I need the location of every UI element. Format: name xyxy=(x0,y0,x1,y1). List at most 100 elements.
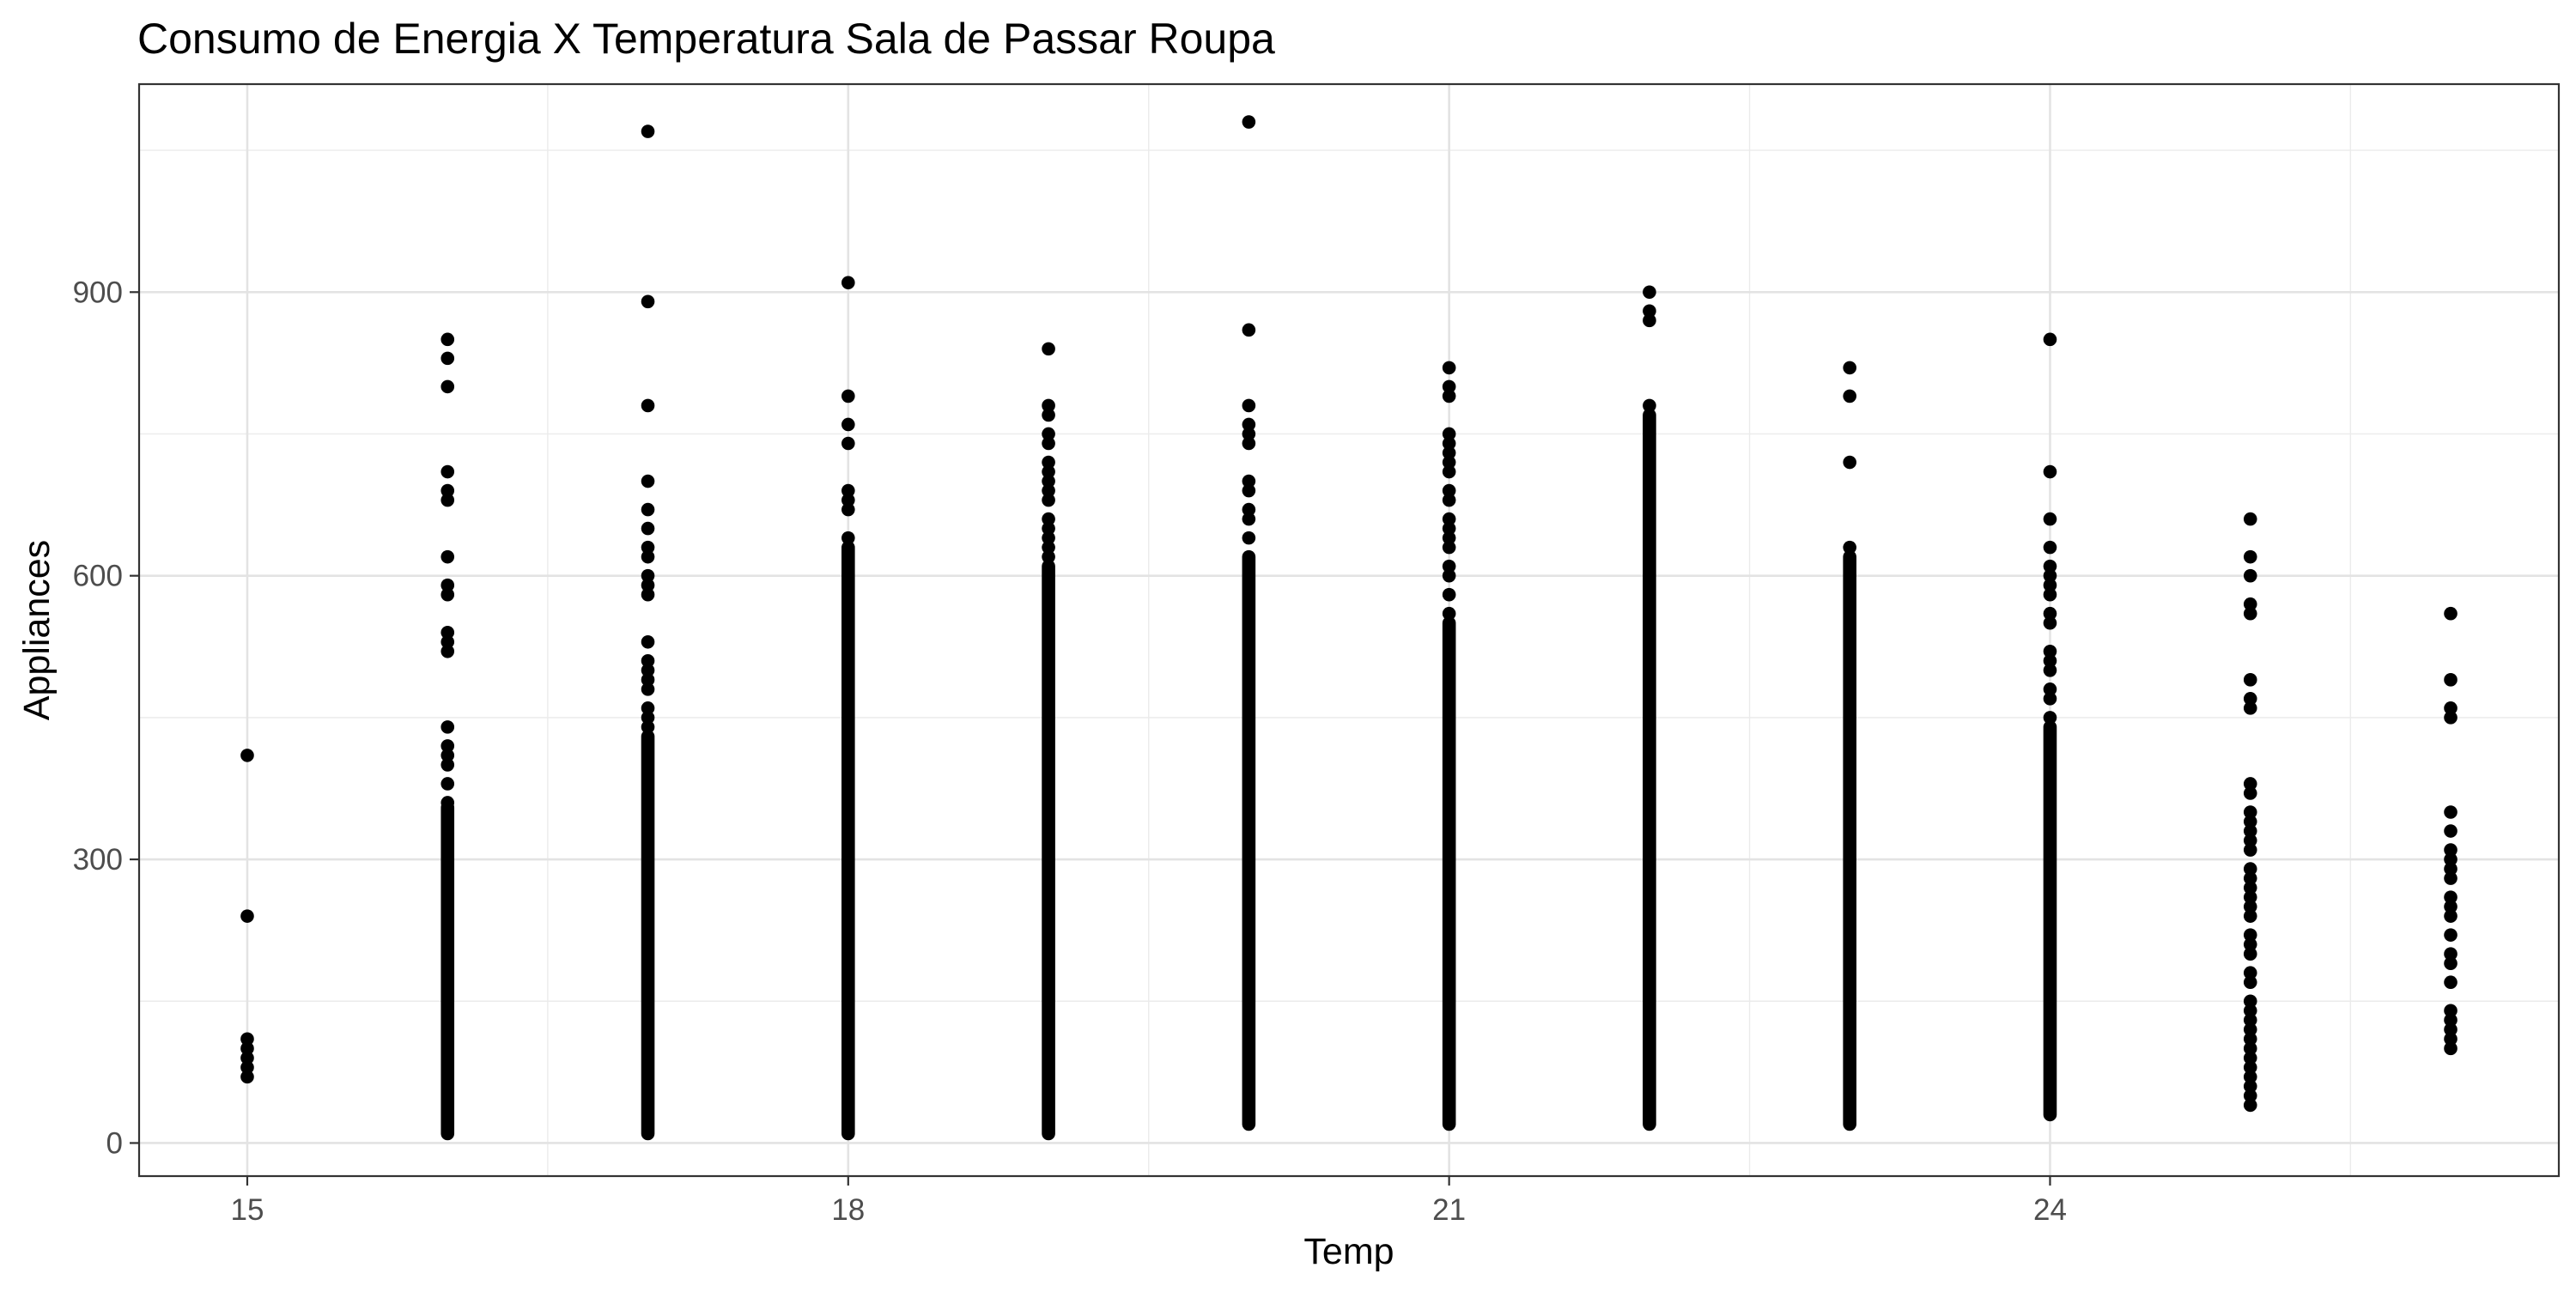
data-point xyxy=(2243,692,2257,706)
data-point xyxy=(2444,1032,2458,1046)
data-point xyxy=(1242,483,1256,498)
data-point xyxy=(440,493,455,507)
x-tick-label: 18 xyxy=(831,1193,865,1227)
data-point xyxy=(440,549,455,564)
data-point xyxy=(2444,711,2458,725)
data-point xyxy=(1242,427,1256,441)
data-point xyxy=(1042,549,1055,564)
data-point xyxy=(641,540,655,555)
data-point xyxy=(2243,512,2257,526)
data-point xyxy=(1442,361,1456,375)
data-point xyxy=(2243,928,2257,942)
y-tick-label: 600 xyxy=(73,560,123,593)
data-point xyxy=(1242,398,1256,413)
x-tick-label: 21 xyxy=(1432,1193,1466,1227)
data-point xyxy=(2043,682,2057,696)
data-point xyxy=(641,673,655,687)
minor-gridlines xyxy=(139,84,2559,1176)
data-point xyxy=(2444,852,2458,866)
data-point xyxy=(440,634,455,649)
data-point xyxy=(2043,711,2057,725)
x-axis-label: Temp xyxy=(1303,1231,1394,1272)
plot-panel xyxy=(139,84,2559,1176)
data-point xyxy=(2444,606,2458,621)
data-point xyxy=(2444,1013,2458,1028)
data-point xyxy=(2243,777,2257,791)
data-point xyxy=(2243,1079,2257,1094)
data-point xyxy=(2243,1032,2257,1046)
data-point xyxy=(641,578,655,592)
data-point xyxy=(2043,559,2057,573)
data-point xyxy=(2243,871,2257,885)
data-point xyxy=(2243,1089,2257,1103)
data-point xyxy=(2444,824,2458,838)
data-point xyxy=(2444,701,2458,715)
x-axis: 15 18 21 24 xyxy=(231,1176,2067,1227)
data-point xyxy=(641,587,655,602)
data-point xyxy=(1643,304,1656,318)
data-point xyxy=(440,578,455,592)
data-point xyxy=(1442,379,1456,394)
data-point xyxy=(2243,673,2257,687)
data-point xyxy=(641,568,655,583)
data-point xyxy=(841,276,855,290)
data-point xyxy=(2444,909,2458,923)
data-point xyxy=(1442,436,1456,451)
data-point xyxy=(2243,890,2257,904)
data-point xyxy=(1442,483,1456,498)
data-point xyxy=(1242,436,1256,451)
data-point xyxy=(641,521,655,536)
data-point xyxy=(2444,947,2458,961)
data-point xyxy=(2243,606,2257,621)
y-tick-label: 900 xyxy=(73,276,123,309)
data-point xyxy=(841,417,855,432)
y-axis-label: Appliances xyxy=(16,540,58,720)
data-point xyxy=(2243,862,2257,876)
data-point xyxy=(2243,1004,2257,1018)
data-point xyxy=(2243,597,2257,611)
data-point xyxy=(1442,455,1456,470)
data-point xyxy=(2243,1098,2257,1113)
data-point xyxy=(2243,994,2257,1009)
data-point xyxy=(1042,512,1055,526)
data-point xyxy=(440,739,455,753)
data-point xyxy=(1242,474,1256,488)
data-point xyxy=(2043,332,2057,347)
y-tick-label: 0 xyxy=(106,1126,123,1160)
data-point xyxy=(2444,890,2458,904)
x-tick-label: 15 xyxy=(231,1193,264,1227)
data-point xyxy=(1242,417,1256,432)
data-point xyxy=(1042,398,1055,413)
data-point xyxy=(440,749,455,762)
data-point xyxy=(2043,616,2057,630)
data-point xyxy=(2243,900,2257,913)
plot-border xyxy=(137,82,2561,1178)
data-point xyxy=(440,351,455,366)
data-point xyxy=(2243,937,2257,951)
y-axis: 0 300 600 900 xyxy=(73,276,139,1160)
data-point xyxy=(1042,493,1055,507)
data-point xyxy=(240,749,254,762)
data-point xyxy=(1442,606,1456,621)
data-point xyxy=(641,711,655,725)
data-point xyxy=(1843,361,1856,375)
data-point xyxy=(2043,692,2057,706)
data-point xyxy=(1242,512,1256,526)
data-point xyxy=(2043,653,2057,668)
data-point xyxy=(440,332,455,347)
data-point xyxy=(2243,815,2257,828)
data-point xyxy=(1042,483,1055,498)
data-point xyxy=(1442,587,1456,602)
data-point xyxy=(1242,115,1256,129)
data-point xyxy=(1042,427,1055,441)
data-point xyxy=(2043,568,2057,583)
data-point xyxy=(2243,701,2257,715)
data-point xyxy=(1242,531,1256,545)
data-point xyxy=(641,474,655,488)
data-point xyxy=(2043,578,2057,592)
data-point xyxy=(1442,427,1456,441)
data-point xyxy=(1042,521,1055,536)
data-point xyxy=(1042,531,1055,545)
data-point xyxy=(1042,408,1055,422)
